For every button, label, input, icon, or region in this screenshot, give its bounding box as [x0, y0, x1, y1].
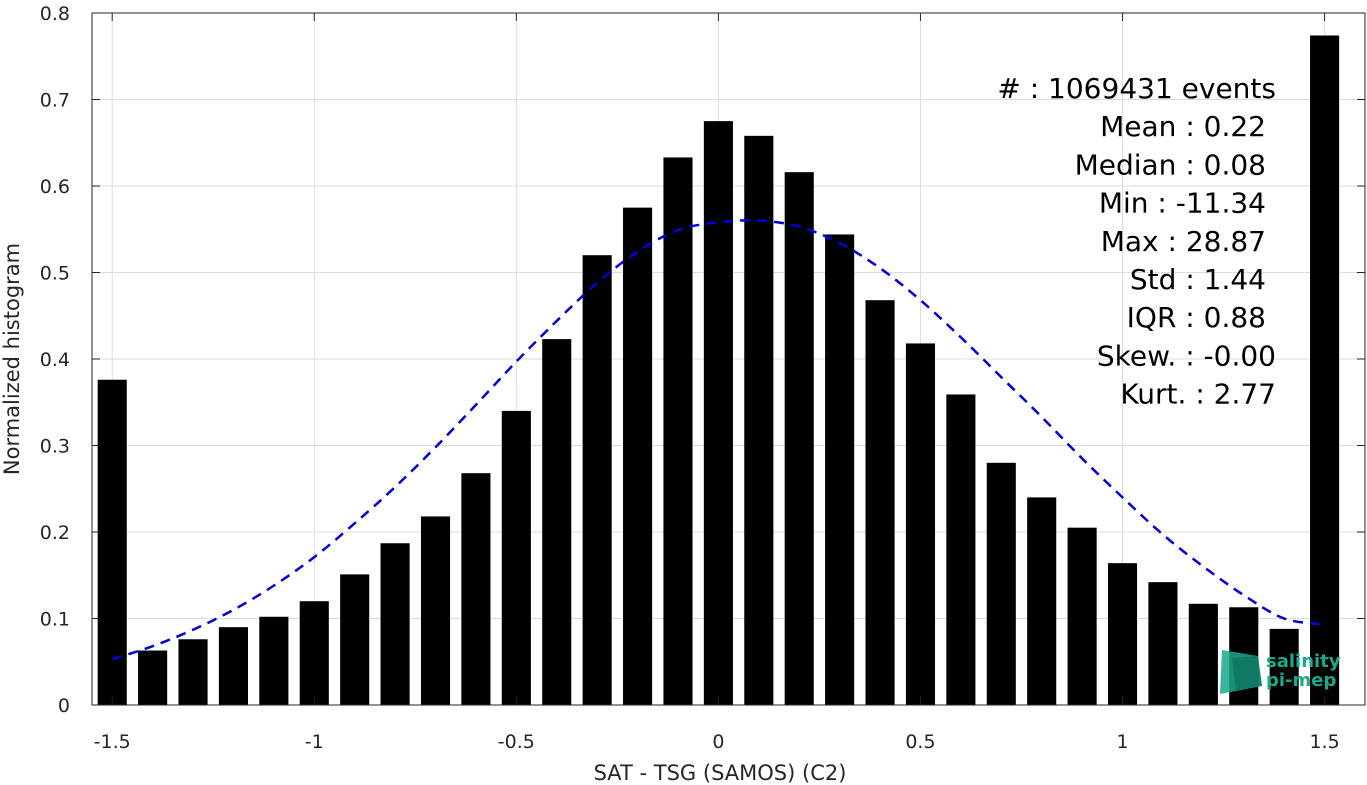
logo-mark-shade-icon [1232, 656, 1262, 690]
histogram-bars [97, 35, 1340, 706]
x-tick-label: -0.5 [498, 731, 535, 753]
statistics-box: # : 1069431 events Mean : 0.22 Median : 0.… [997, 72, 1276, 411]
y-tick-label: 0.7 [40, 90, 70, 112]
histogram-bar [865, 300, 895, 705]
x-axis-ticks: -1.5 -1 -0.5 0 0.5 1 1.5 [94, 13, 1340, 753]
histogram-bar [582, 255, 612, 705]
histogram-bar [420, 516, 451, 705]
y-axis-ticks: 0 0.1 0.2 0.3 0.4 0.5 0.6 0.7 0.8 [40, 3, 1365, 717]
histogram-bar [501, 410, 531, 705]
y-tick-label: 0.3 [40, 436, 70, 458]
x-tick-label: 1 [1116, 731, 1128, 753]
x-tick-label: 0.5 [905, 731, 935, 753]
histogram-bar [380, 543, 410, 705]
histogram-bar [340, 574, 370, 705]
histogram-bar [299, 601, 329, 705]
stat-line: Kurt. : 2.77 [1120, 378, 1276, 411]
stat-line: Min : -11.34 [1099, 187, 1266, 220]
y-tick-label: 0 [58, 695, 70, 717]
histogram-bar [1148, 582, 1178, 705]
fit-curve [111, 219, 1325, 661]
x-tick-label: -1.5 [94, 731, 131, 753]
histogram-bar [623, 207, 653, 705]
y-tick-label: 0.4 [40, 349, 70, 371]
y-tick-label: 0.1 [40, 609, 70, 631]
stat-line: # : 1069431 events [997, 72, 1276, 105]
stat-line: Skew. : -0.00 [1097, 339, 1276, 372]
histogram-bar [97, 379, 127, 705]
histogram-bar [1027, 497, 1057, 705]
x-tick-label: 1.5 [1309, 731, 1339, 753]
stat-line: Median : 0.08 [1075, 148, 1266, 181]
stat-line: IQR : 0.88 [1127, 301, 1266, 334]
histogram-bar [744, 135, 774, 705]
logo-text-line-2: pi-mep [1266, 670, 1336, 691]
y-tick-label: 0.6 [40, 176, 70, 198]
histogram-bar [1107, 563, 1138, 705]
x-tick-label: -1 [305, 731, 324, 753]
y-tick-label: 0.8 [40, 3, 70, 25]
histogram-bar [905, 343, 936, 705]
histogram-bar [542, 339, 572, 705]
stat-line: Std : 1.44 [1130, 263, 1266, 296]
histogram-bar [986, 462, 1016, 705]
histogram-bar [1067, 527, 1097, 705]
histogram-bar [218, 627, 248, 705]
histogram-bar [138, 650, 168, 705]
y-tick-label: 0.5 [40, 263, 70, 285]
histogram-bar [703, 121, 733, 705]
histogram-bar [259, 616, 289, 705]
histogram-bar [784, 172, 814, 705]
histogram-bar [178, 639, 208, 705]
y-axis-label: Normalized histogram [0, 243, 24, 475]
x-axis-label: SAT - TSG (SAMOS) (C2) [594, 761, 847, 785]
stat-line: Mean : 0.22 [1100, 110, 1266, 143]
histogram-bar [663, 157, 693, 705]
histogram-bar [461, 473, 491, 705]
logo-text-line-1: salinity [1266, 651, 1341, 672]
histogram-bar [1269, 628, 1299, 705]
histogram-bar [1188, 603, 1218, 705]
salinity-pimep-logo: salinity pi-mep [1220, 650, 1341, 694]
histogram-bar [946, 394, 976, 705]
histogram-bar [1310, 35, 1340, 706]
histogram-bar [825, 234, 855, 705]
y-tick-label: 0.2 [40, 522, 70, 544]
x-tick-label: 0 [712, 731, 724, 753]
stat-line: Max : 28.87 [1101, 225, 1266, 258]
